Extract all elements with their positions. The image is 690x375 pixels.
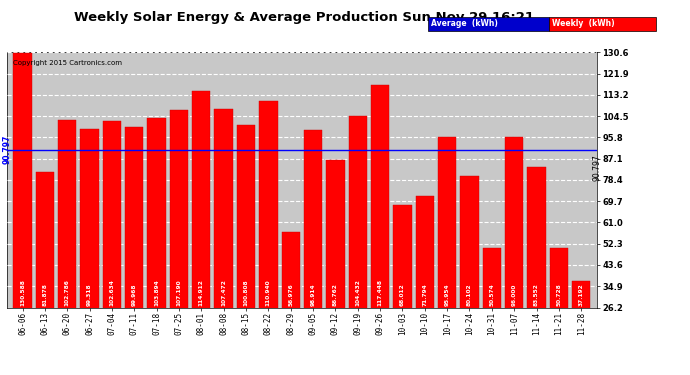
Text: 37.192: 37.192 [579, 284, 584, 306]
Text: 50.574: 50.574 [489, 284, 494, 306]
Text: 99.968: 99.968 [132, 284, 137, 306]
Text: 50.728: 50.728 [556, 284, 562, 306]
Bar [348, 116, 367, 372]
Bar [326, 160, 344, 372]
Text: 114.912: 114.912 [199, 279, 204, 306]
Text: 104.432: 104.432 [355, 279, 360, 306]
Text: Weekly  (kWh): Weekly (kWh) [552, 20, 615, 28]
Text: 107.472: 107.472 [221, 279, 226, 306]
Text: 102.634: 102.634 [110, 279, 115, 306]
Bar [81, 129, 99, 372]
Bar [237, 125, 255, 372]
Bar [282, 232, 300, 372]
Text: 98.914: 98.914 [310, 284, 315, 306]
Bar [415, 196, 434, 372]
Text: Average  (kWh): Average (kWh) [431, 20, 498, 28]
Text: 90.797: 90.797 [592, 154, 602, 182]
Bar [170, 110, 188, 372]
Bar [103, 121, 121, 372]
Text: 117.448: 117.448 [377, 279, 382, 306]
Text: 103.894: 103.894 [154, 279, 159, 306]
Text: 86.762: 86.762 [333, 284, 338, 306]
Text: 99.318: 99.318 [87, 284, 92, 306]
Bar [393, 206, 412, 372]
Bar [192, 91, 210, 372]
Bar [58, 120, 77, 372]
Text: Weekly Solar Energy & Average Production Sun Nov 29 16:21: Weekly Solar Energy & Average Production… [74, 11, 533, 24]
Text: 100.808: 100.808 [244, 280, 248, 306]
Text: 68.012: 68.012 [400, 284, 405, 306]
Text: 83.552: 83.552 [534, 284, 539, 306]
Text: 81.878: 81.878 [42, 284, 48, 306]
Text: 96.000: 96.000 [512, 284, 517, 306]
Bar [460, 176, 479, 372]
Text: 107.190: 107.190 [177, 280, 181, 306]
Bar [438, 137, 456, 372]
Bar [371, 85, 389, 372]
Bar [572, 280, 591, 372]
Text: 130.588: 130.588 [20, 279, 25, 306]
Text: 80.102: 80.102 [467, 284, 472, 306]
Bar [215, 109, 233, 372]
Bar [527, 167, 546, 372]
Bar [550, 248, 568, 372]
Bar [259, 100, 277, 372]
Text: Copyright 2015 Cartronics.com: Copyright 2015 Cartronics.com [13, 60, 122, 66]
Bar [125, 128, 144, 372]
Bar [13, 53, 32, 372]
Bar [148, 118, 166, 372]
Bar [505, 137, 523, 372]
Text: 110.940: 110.940 [266, 280, 271, 306]
Text: 56.976: 56.976 [288, 284, 293, 306]
Text: 71.794: 71.794 [422, 284, 427, 306]
Text: 90.797: 90.797 [2, 135, 11, 164]
Text: 102.786: 102.786 [65, 279, 70, 306]
Bar [483, 248, 501, 372]
Text: 95.954: 95.954 [444, 284, 450, 306]
Bar [304, 130, 322, 372]
Bar [36, 171, 54, 372]
